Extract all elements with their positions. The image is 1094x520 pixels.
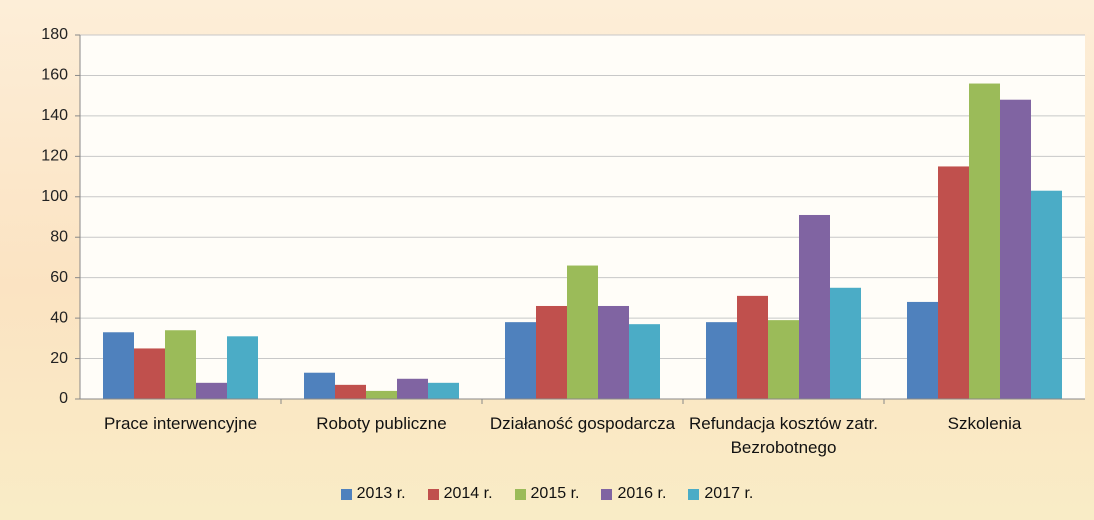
- x-tick-label: Szkolenia: [947, 414, 1022, 433]
- legend-swatch: [427, 488, 439, 500]
- bar: [938, 166, 969, 399]
- bar: [366, 390, 397, 399]
- y-tick-label: 20: [50, 350, 68, 367]
- bar: [567, 265, 598, 399]
- legend-item: 2016 r.: [601, 485, 666, 503]
- bar: [706, 322, 737, 399]
- legend-item: 2014 r.: [427, 485, 493, 503]
- bar: [196, 382, 227, 399]
- bar: [428, 382, 459, 399]
- bar: [830, 287, 861, 399]
- bar: [598, 305, 629, 399]
- bar: [1000, 99, 1031, 399]
- legend-swatch: [514, 488, 526, 500]
- bar: [1031, 190, 1062, 399]
- x-tick-label: Działaność gospodarcza: [489, 414, 676, 433]
- y-tick-label: 140: [41, 107, 68, 124]
- bar: [335, 384, 366, 399]
- legend-item: 2013 r.: [340, 485, 406, 503]
- y-tick-label: 60: [50, 269, 68, 286]
- legend-label: 2015 r.: [530, 485, 580, 502]
- bar: [304, 372, 335, 399]
- bar: [799, 214, 830, 399]
- y-tick-label: 40: [50, 309, 68, 326]
- y-tick-label: 160: [41, 67, 68, 84]
- bar: [165, 330, 196, 399]
- legend-item: 2017 r.: [688, 485, 753, 503]
- y-tick-label: 120: [41, 148, 68, 165]
- bar: [227, 336, 258, 399]
- bar: [969, 83, 1000, 400]
- legend-swatch: [688, 488, 700, 500]
- legend-label: 2014 r.: [443, 485, 493, 502]
- bar: [629, 324, 660, 399]
- bar: [397, 378, 428, 399]
- y-tick-label: 100: [41, 188, 68, 205]
- legend-label: 2016 r.: [617, 485, 667, 502]
- bar: [907, 301, 938, 399]
- legend-swatch: [601, 488, 613, 500]
- x-tick-label: Prace interwencyjne: [103, 414, 258, 433]
- legend: 2013 r. 2014 r. 2015 r. 2016 r. 2017 r.: [0, 485, 1094, 503]
- bar: [505, 322, 536, 399]
- y-tick-label: 0: [59, 390, 68, 407]
- legend-label: 2013 r.: [356, 485, 406, 502]
- bar: [737, 295, 768, 399]
- bar: [103, 332, 134, 399]
- x-tick-label: Roboty publiczne: [316, 414, 447, 433]
- legend-label: 2017 r.: [704, 485, 754, 502]
- bar: [768, 320, 799, 399]
- bar: [536, 305, 567, 399]
- x-tick-label: Refundacja kosztów zatr. Bezrobotnego: [689, 414, 878, 457]
- y-tick-label: 180: [41, 26, 68, 43]
- bar: [134, 348, 165, 399]
- legend-swatch: [340, 488, 352, 500]
- y-tick-label: 80: [50, 228, 68, 245]
- legend-item: 2015 r.: [514, 485, 580, 503]
